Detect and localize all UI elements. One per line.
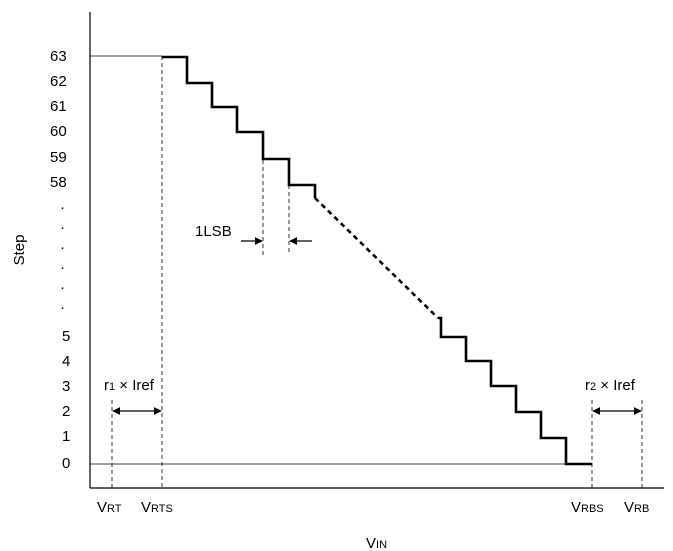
y-ellipsis-dot: ·: [60, 299, 65, 316]
y-tick-60: 60: [50, 123, 67, 140]
staircase-bottom: [438, 316, 592, 466]
y-tick-5: 5: [62, 328, 70, 345]
x-label-vrb: VRB: [624, 499, 649, 516]
x-label-vrbs: VRBS: [571, 499, 604, 516]
y-tick-62: 62: [50, 73, 67, 90]
lsb-label: 1LSB: [195, 223, 232, 240]
y-axis-title: Step: [11, 235, 28, 266]
y-ellipsis-dot: ·: [60, 259, 65, 276]
y-tick-4: 4: [62, 353, 70, 370]
r1-iref-label: r1 × Iref: [104, 377, 155, 394]
y-tick-61: 61: [50, 98, 67, 115]
y-ellipsis-dot: ·: [60, 239, 65, 256]
x-label-vrt: VRT: [97, 499, 122, 516]
r2-iref-label: r2 × Iref: [585, 377, 636, 394]
y-tick-58: 58: [50, 174, 67, 191]
y-tick-59: 59: [50, 149, 67, 166]
x-label-vrts: VRTS: [141, 499, 173, 516]
staircase-gap-dotted: [314, 197, 439, 319]
y-ellipsis-dot: ·: [60, 199, 65, 216]
y-tick-1: 1: [62, 428, 70, 445]
y-tick-0: 0: [62, 455, 70, 472]
y-tick-63: 63: [50, 48, 67, 65]
y-tick-2: 2: [62, 403, 70, 420]
staircase-top: [162, 55, 317, 198]
x-axis-title: VIN: [366, 535, 387, 551]
y-ellipsis-dot: ·: [60, 279, 65, 296]
y-ellipsis-dot: ·: [60, 219, 65, 236]
y-tick-3: 3: [62, 378, 70, 395]
